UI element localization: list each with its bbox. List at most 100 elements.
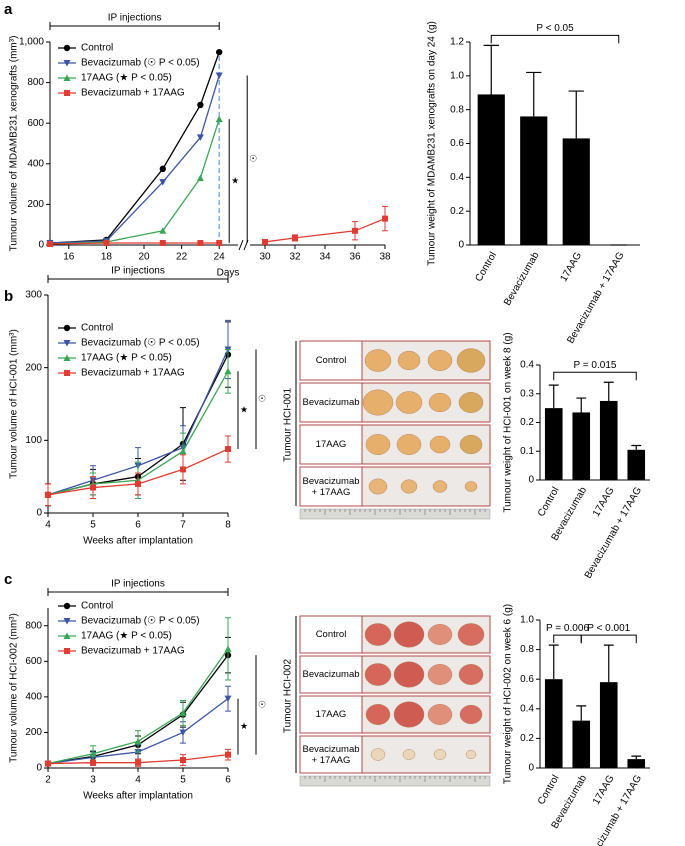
legend-label: Control <box>81 43 113 54</box>
x-tick-label: 22 <box>176 252 188 263</box>
tumour <box>427 350 453 371</box>
series-line <box>264 218 386 243</box>
tumour <box>362 389 394 416</box>
tumour <box>393 661 425 688</box>
y-axis-label: Tumour weight of HCI-001 on week 8 (g) <box>503 332 514 512</box>
y-tick-label: 0.6 <box>520 674 534 685</box>
y-axis-label: Tumour volume of HCI-001 (mm³) <box>9 329 20 479</box>
y-tick-label: 0 <box>36 508 42 519</box>
significance-symbol: ★ <box>240 721 248 731</box>
tumour <box>370 748 386 761</box>
error-bar <box>568 90 584 139</box>
marker <box>179 729 187 736</box>
y-tick-label: 0 <box>528 763 534 774</box>
y-tick-label: 200 <box>25 727 42 738</box>
legend-label: 17AAG (★ P < 0.05) <box>81 73 172 84</box>
tumour <box>464 481 478 492</box>
legend-label: Bevacizumab + 17AAG <box>81 88 185 99</box>
x-tick-label: 2 <box>45 775 51 786</box>
marker <box>63 632 71 639</box>
marker <box>196 174 204 182</box>
legend-label: Bevacizumab + 17AAG <box>81 368 185 379</box>
photo-row <box>299 735 363 774</box>
tumour <box>395 391 423 414</box>
significance-label: P = 0.015 <box>574 360 617 371</box>
row-label-box: Control <box>316 355 347 366</box>
marker <box>63 618 71 625</box>
tumour <box>459 704 483 725</box>
y-axis-label: Tumour weight of HCI-002 on week 6 (g) <box>503 604 514 784</box>
marker <box>216 239 223 246</box>
tumour <box>365 434 391 455</box>
tumour <box>458 392 484 413</box>
tumour <box>393 701 425 728</box>
x-tick-label: 6 <box>135 520 141 531</box>
photo-row <box>299 466 363 507</box>
tumour <box>465 750 477 759</box>
injection-label: IP injections <box>111 579 165 590</box>
y-axis-label: Tumour volume of HCI-002 (mm³) <box>9 613 20 763</box>
marker <box>135 759 141 766</box>
tumour <box>364 349 392 372</box>
x-axis-label: Days <box>217 268 240 279</box>
tumour <box>428 392 452 413</box>
x-tick-label: 32 <box>289 252 301 263</box>
row-label: Bevacizumab + 17AAG <box>302 475 360 498</box>
x-tick-label: 18 <box>101 252 113 263</box>
y-tick-label: 300 <box>25 290 42 301</box>
marker <box>179 709 187 716</box>
x-tick-label: 34 <box>319 252 331 263</box>
panel-label: a <box>4 1 13 18</box>
error-bar <box>548 644 559 680</box>
marker <box>63 74 71 81</box>
x-axis-label: Weeks after implantation <box>83 536 193 547</box>
injection-label: IP injections <box>111 266 165 277</box>
bar <box>599 682 618 768</box>
marker <box>45 760 51 767</box>
row-label: 17AAG <box>315 439 347 450</box>
significance-bracket <box>490 34 620 44</box>
legend-label: Control <box>81 323 113 334</box>
y-tick-label: 0.8 <box>520 644 534 655</box>
bar <box>544 408 563 480</box>
error-bar <box>526 71 542 117</box>
marker <box>215 72 223 79</box>
marker <box>196 134 204 141</box>
x-tick-label: 20 <box>138 252 150 263</box>
tumour <box>402 749 416 760</box>
marker <box>63 602 71 610</box>
marker <box>135 480 141 487</box>
marker <box>197 101 204 109</box>
marker <box>45 491 51 498</box>
y-axis-label: Tumour volume of MDAMB231 xenografts (mm… <box>9 36 20 252</box>
series-line <box>49 75 220 244</box>
error-bar <box>631 755 642 760</box>
y-tick-label: 0.3 <box>520 388 534 399</box>
tumour <box>457 623 485 646</box>
marker <box>89 750 97 757</box>
photo-row <box>299 424 363 465</box>
marker <box>63 324 71 332</box>
y-tick-label: 800 <box>27 77 44 88</box>
y-tick-label: 400 <box>27 158 44 169</box>
marker <box>64 90 70 96</box>
y-tick-label: 1,000 <box>19 37 44 48</box>
y-tick-label: 0 <box>528 475 534 486</box>
x-tick-label: 17AAG <box>591 485 617 519</box>
marker <box>352 227 358 234</box>
y-tick-label: 200 <box>25 362 42 373</box>
marker <box>225 751 231 758</box>
bar <box>627 759 646 768</box>
marker <box>180 466 186 473</box>
error-bar <box>603 644 614 683</box>
legend-label: Control <box>81 601 113 612</box>
x-tick-label: 4 <box>45 520 51 531</box>
marker <box>215 115 223 123</box>
marker <box>179 447 187 455</box>
bar <box>544 679 563 768</box>
photo-title: Tumour HCI-001 <box>283 388 294 463</box>
row-label-box: Control <box>316 629 347 640</box>
injection-bracket <box>49 22 220 30</box>
y-tick-label: 0.4 <box>520 703 534 714</box>
